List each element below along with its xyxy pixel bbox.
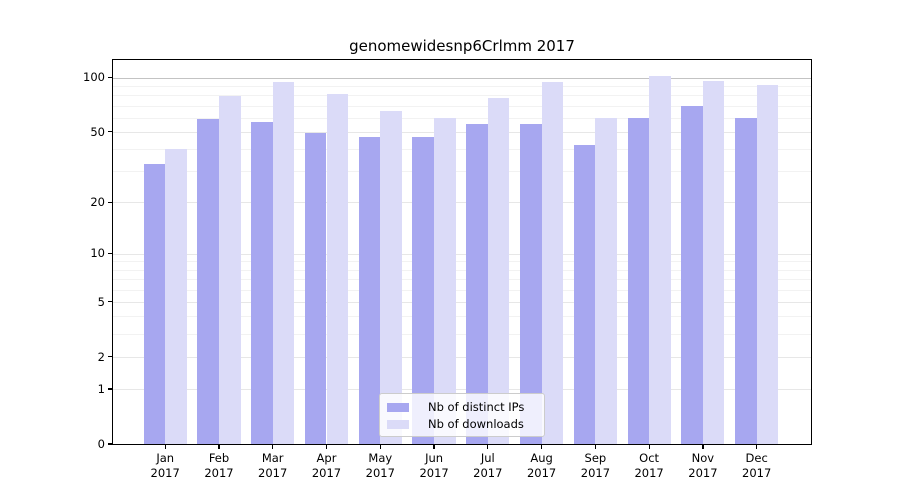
- x-tick-jun: [433, 444, 435, 449]
- bar-downloads-jul: [487, 98, 510, 444]
- bar-distinct-ips-jun: [412, 136, 434, 444]
- legend: Nb of distinct IPs Nb of downloads: [379, 393, 545, 437]
- y-tick-label-1: 1: [97, 381, 105, 396]
- minor-gridline-7: [113, 278, 811, 280]
- x-tick-label-oct: Oct 2017: [634, 451, 664, 480]
- x-tick-label-aug: Aug 2017: [526, 451, 557, 480]
- bar-downloads-oct: [649, 76, 671, 444]
- bar-downloads-may: [380, 111, 402, 444]
- bar-distinct-ips-may: [358, 136, 381, 444]
- x-tick-label-may: May 2017: [365, 451, 395, 480]
- major-gridline-20: [113, 202, 811, 204]
- y-tick-label-10: 10: [90, 246, 105, 261]
- minor-gridline-60: [113, 117, 811, 119]
- legend-swatch-downloads: [387, 419, 409, 429]
- y-tick-10: [108, 253, 113, 255]
- bar-distinct-ips-apr: [304, 133, 327, 444]
- x-tick-label-jan: Jan 2017: [150, 451, 180, 480]
- x-tick-oct: [648, 444, 650, 449]
- bar-distinct-ips-mar: [251, 121, 273, 444]
- minor-gridline-9: [113, 261, 811, 263]
- bar-distinct-ips-oct: [627, 117, 650, 444]
- bar-distinct-ips-aug: [520, 124, 542, 444]
- x-tick-label-feb: Feb 2017: [204, 451, 234, 480]
- bar-downloads-jun: [434, 117, 456, 444]
- bar-distinct-ips-jul: [466, 124, 488, 444]
- minor-gridline-8: [113, 269, 811, 271]
- y-tick-label-2: 2: [97, 349, 105, 364]
- bar-distinct-ips-jan: [143, 164, 166, 444]
- x-tick-aug: [541, 444, 543, 449]
- y-tick-label-5: 5: [97, 294, 105, 309]
- legend-label-distinct-ips: Nb of distinct IPs: [428, 400, 525, 414]
- bar-downloads-jan: [165, 149, 187, 444]
- y-tick-label-100: 100: [83, 70, 105, 85]
- major-gridline-50: [113, 131, 811, 133]
- major-gridline-5: [113, 301, 811, 303]
- y-tick-50: [108, 131, 113, 133]
- legend-row-downloads: Nb of downloads: [387, 416, 536, 432]
- y-tick-label-0: 0: [97, 436, 105, 451]
- x-tick-nov: [702, 444, 704, 449]
- plot-area: [113, 60, 811, 444]
- bar-downloads-nov: [702, 80, 725, 444]
- major-gridline-1: [113, 389, 811, 390]
- y-tick-2: [108, 356, 113, 358]
- minor-gridline-6: [113, 289, 811, 291]
- x-tick-label-nov: Nov 2017: [688, 451, 718, 480]
- x-tick-label-jul: Jul 2017: [473, 451, 503, 480]
- x-tick-apr: [325, 444, 328, 449]
- x-tick-label-sep: Sep 2017: [580, 451, 611, 480]
- bar-distinct-ips-sep: [573, 145, 596, 444]
- bar-downloads-aug: [541, 81, 564, 444]
- major-gridline-2: [113, 356, 811, 358]
- y-tick-100: [108, 77, 113, 79]
- bar-downloads-sep: [595, 117, 617, 444]
- bar-distinct-ips-nov: [681, 105, 703, 444]
- bar-downloads-mar: [272, 81, 295, 444]
- y-tick-20: [108, 201, 113, 203]
- minor-gridline-3: [113, 333, 811, 335]
- minor-gridline-90: [113, 85, 811, 87]
- x-tick-feb: [218, 444, 220, 449]
- bar-downloads-dec: [756, 85, 779, 444]
- bar-distinct-ips-feb: [197, 118, 219, 444]
- x-tick-jul: [487, 444, 489, 449]
- x-tick-label-jun: Jun 2017: [419, 451, 449, 480]
- bar-downloads-feb: [219, 96, 241, 444]
- y-tick-0: [108, 443, 113, 445]
- y-tick-label-50: 50: [90, 124, 105, 139]
- legend-label-downloads: Nb of downloads: [428, 417, 524, 431]
- y-tick-5: [108, 301, 113, 303]
- minor-gridline-40: [113, 149, 811, 151]
- chart-title: genomewidesnp6Crlmm 2017: [349, 37, 575, 55]
- minor-gridline-80: [113, 95, 811, 97]
- y-tick-label-20: 20: [90, 195, 105, 210]
- minor-gridline-4: [113, 316, 811, 318]
- minor-gridline-70: [113, 105, 811, 107]
- x-tick-may: [379, 444, 381, 449]
- major-gridline-10: [113, 253, 811, 255]
- x-tick-label-mar: Mar 2017: [258, 451, 288, 480]
- minor-gridline-30: [113, 171, 811, 173]
- major-gridline-100: [113, 77, 811, 79]
- legend-row-distinct-ips: Nb of distinct IPs: [387, 399, 536, 415]
- legend-swatch-distinct-ips: [387, 402, 409, 412]
- y-tick-1: [108, 388, 113, 390]
- x-tick-label-dec: Dec 2017: [742, 451, 772, 480]
- x-tick-mar: [272, 444, 274, 449]
- x-tick-label-apr: Apr 2017: [311, 451, 342, 480]
- bar-distinct-ips-dec: [735, 117, 757, 444]
- x-tick-sep: [594, 444, 597, 449]
- x-tick-jan: [164, 444, 166, 449]
- bar-downloads-apr: [326, 94, 349, 444]
- x-tick-dec: [756, 444, 758, 449]
